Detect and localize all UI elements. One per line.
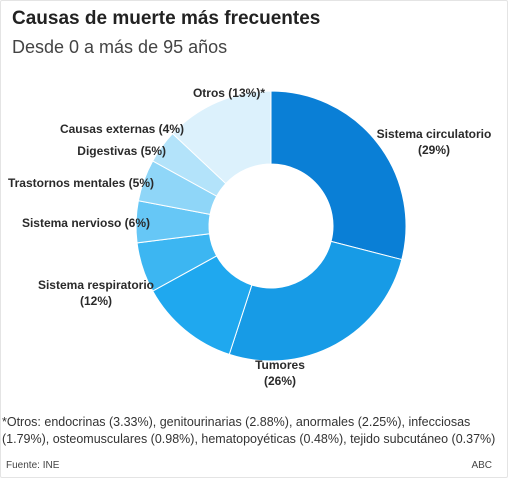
slice-tumores xyxy=(228,240,403,362)
label-causas-externas: Causas externas (4%) xyxy=(60,122,184,136)
source-note: Fuente: INE xyxy=(6,460,60,471)
label-sistema-circulatorio: Sistema circulatorio (29%) xyxy=(377,127,492,157)
brand-logo: ABC xyxy=(471,460,492,471)
slice-sistema-circulatorio xyxy=(270,90,407,261)
slice-otros xyxy=(171,90,272,185)
chart-title: Causas de muerte más frecuentes xyxy=(12,8,321,29)
footnote: *Otros: endocrinas (3.33%), genitourinar… xyxy=(2,415,496,446)
label-otros: Otros (13%)* xyxy=(193,86,265,100)
label-tumores: Tumores (26%) xyxy=(255,358,305,388)
label-sistema-respiratorio: Sistema respiratorio (12%) xyxy=(38,278,154,308)
label-sistema-nervioso: Sistema nervioso (6%) xyxy=(22,216,150,230)
slice-labels: Sistema circulatorio (29%) Tumores (26%) Sis… xyxy=(8,86,491,388)
label-trastornos-mentales: Trastornos mentales (5%) xyxy=(8,176,154,190)
label-digestivas: Digestivas (5%) xyxy=(77,144,166,158)
chart-subtitle: Desde 0 a más de 95 años xyxy=(12,37,228,57)
donut-slices xyxy=(135,90,407,362)
